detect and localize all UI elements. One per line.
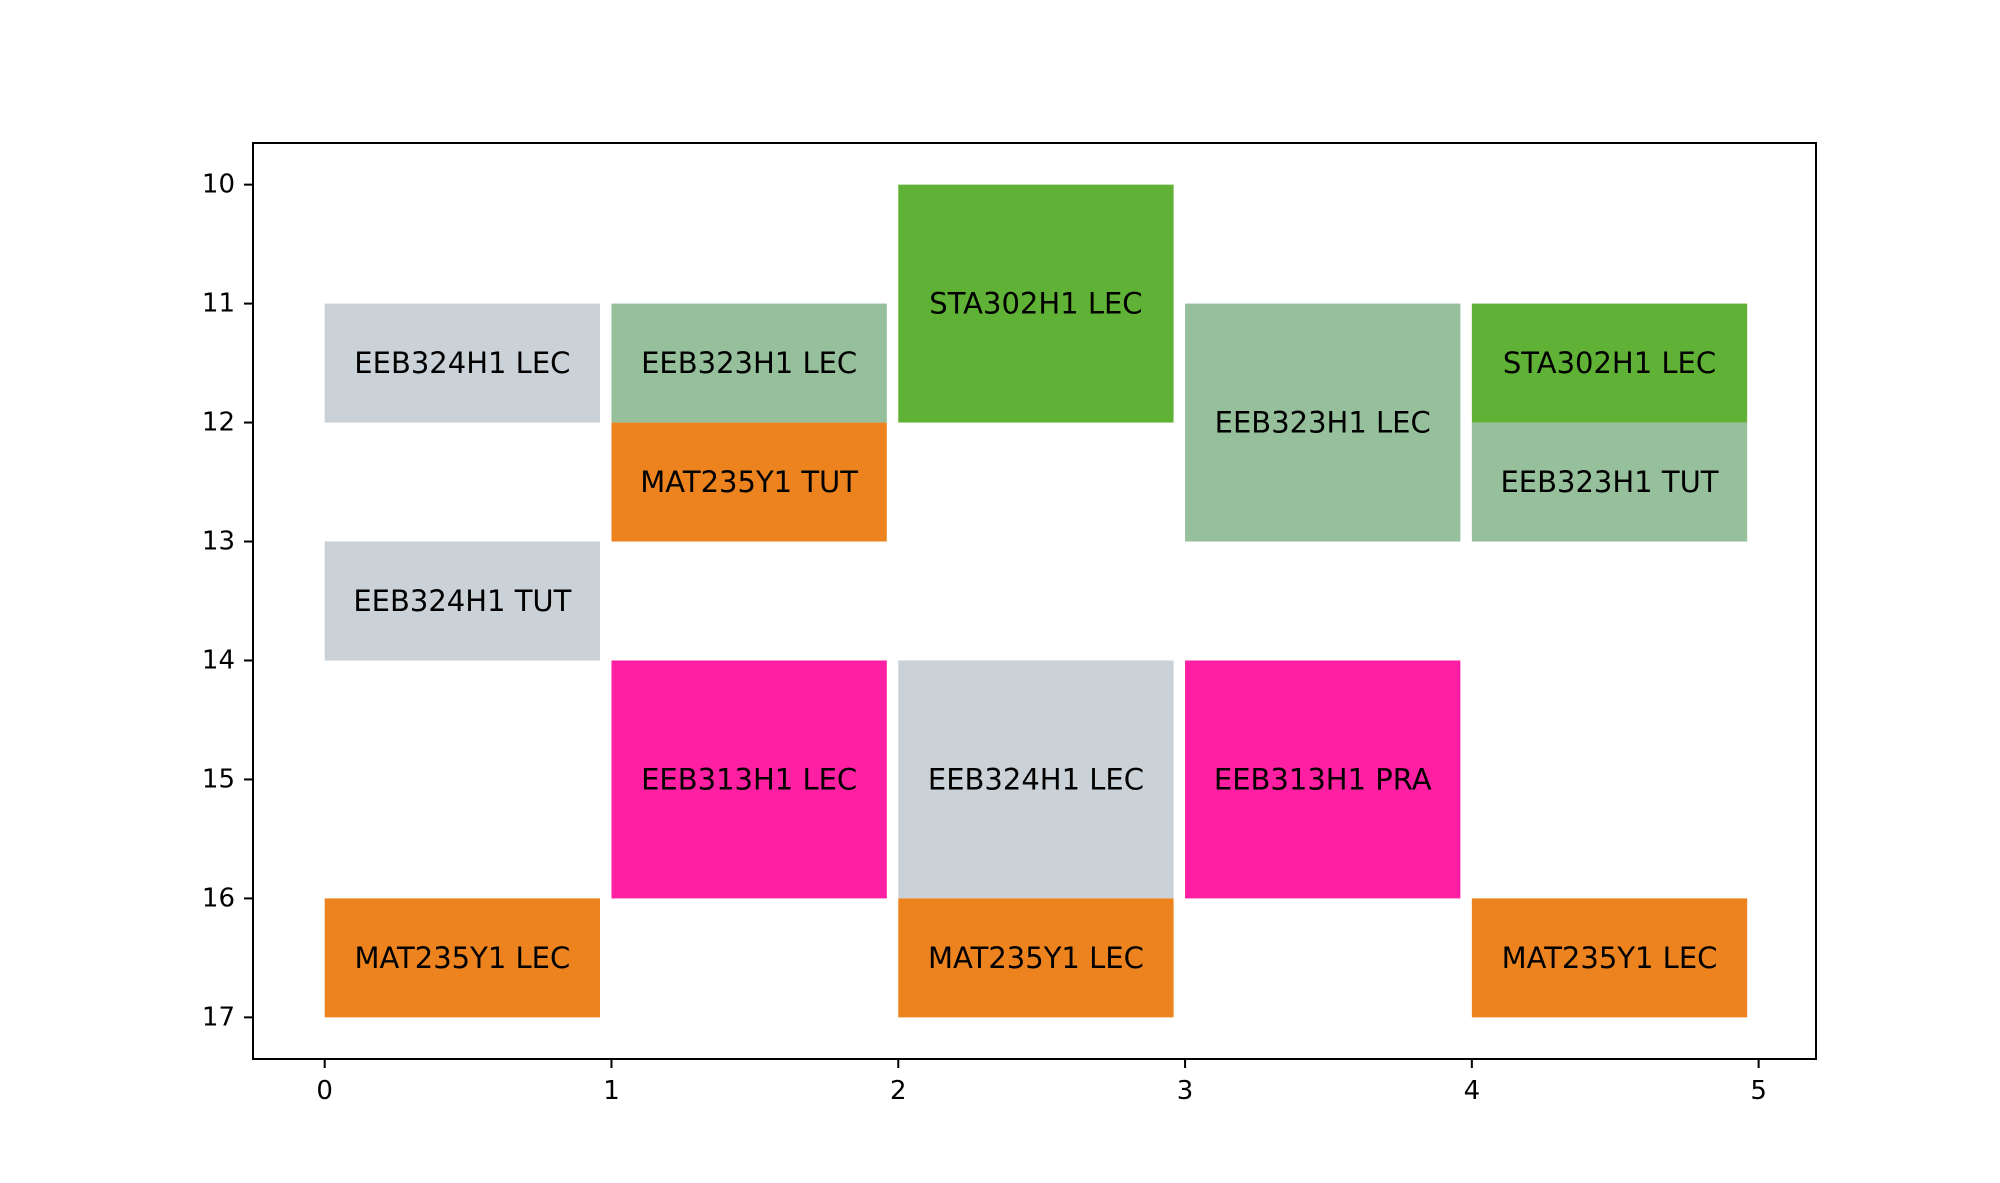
schedule-block-label: EEB324H1 TUT <box>353 584 571 618</box>
labels-layer: EEB324H1 LEC EEB324H1 TUT MAT235Y1 LEC EEB3… <box>353 287 1718 975</box>
schedule-block-label: EEB313H1 PRA <box>1214 762 1432 796</box>
schedule-block <box>611 303 887 423</box>
schedule-block <box>324 898 601 1018</box>
schedule-block-label: EEB324H1 LEC <box>928 762 1144 796</box>
x-tick-label: 5 <box>1750 1076 1767 1106</box>
y-tick-label: 11 <box>202 289 235 319</box>
schedule-block <box>1185 303 1461 542</box>
schedule-block <box>898 660 1174 899</box>
x-tick-label: 3 <box>1177 1076 1194 1106</box>
schedule-block <box>324 541 601 661</box>
schedule-block-label: EEB313H1 LEC <box>641 762 857 796</box>
schedule-block-label: STA302H1 LEC <box>929 287 1142 321</box>
schedule-block-label: MAT235Y1 TUT <box>640 465 858 499</box>
schedule-block <box>1471 898 1748 1018</box>
schedule-block <box>898 898 1174 1018</box>
schedule-block <box>611 660 887 899</box>
schedule-block-label: EEB323H1 TUT <box>1500 465 1718 499</box>
x-tick-label: 2 <box>890 1076 907 1106</box>
schedule-block-label: EEB323H1 LEC <box>641 346 857 380</box>
y-tick-label: 13 <box>202 527 235 557</box>
y-tick-label: 17 <box>202 1002 235 1032</box>
schedule-block <box>1185 660 1461 899</box>
schedule-block-label: MAT235Y1 LEC <box>1502 941 1718 975</box>
y-axis-ticks: 10 11 12 13 14 15 16 17 <box>202 170 253 1032</box>
x-tick-label: 0 <box>316 1076 333 1106</box>
schedule-block-label: MAT235Y1 LEC <box>354 941 570 975</box>
y-tick-label: 12 <box>202 408 235 438</box>
schedule-block <box>898 184 1174 423</box>
schedule-block <box>1471 422 1748 542</box>
x-tick-label: 4 <box>1464 1076 1481 1106</box>
schedule-block <box>324 303 601 423</box>
schedule-block <box>1471 303 1748 423</box>
axes-frame <box>252 142 1817 1060</box>
y-tick-label: 10 <box>202 170 235 200</box>
schedule-block <box>611 422 887 542</box>
y-tick-label: 15 <box>202 764 235 794</box>
schedule-block-label: EEB323H1 LEC <box>1215 406 1431 440</box>
y-tick-label: 14 <box>202 645 235 675</box>
schedule-block-label: MAT235Y1 LEC <box>928 941 1144 975</box>
schedule-block-label: STA302H1 LEC <box>1503 346 1716 380</box>
schedule-block-label: EEB324H1 LEC <box>354 346 570 380</box>
x-axis-ticks: 0 1 2 3 4 5 <box>316 1059 1767 1106</box>
y-tick-label: 16 <box>202 883 235 913</box>
blocks-layer <box>324 184 1748 1018</box>
x-tick-label: 1 <box>603 1076 620 1106</box>
